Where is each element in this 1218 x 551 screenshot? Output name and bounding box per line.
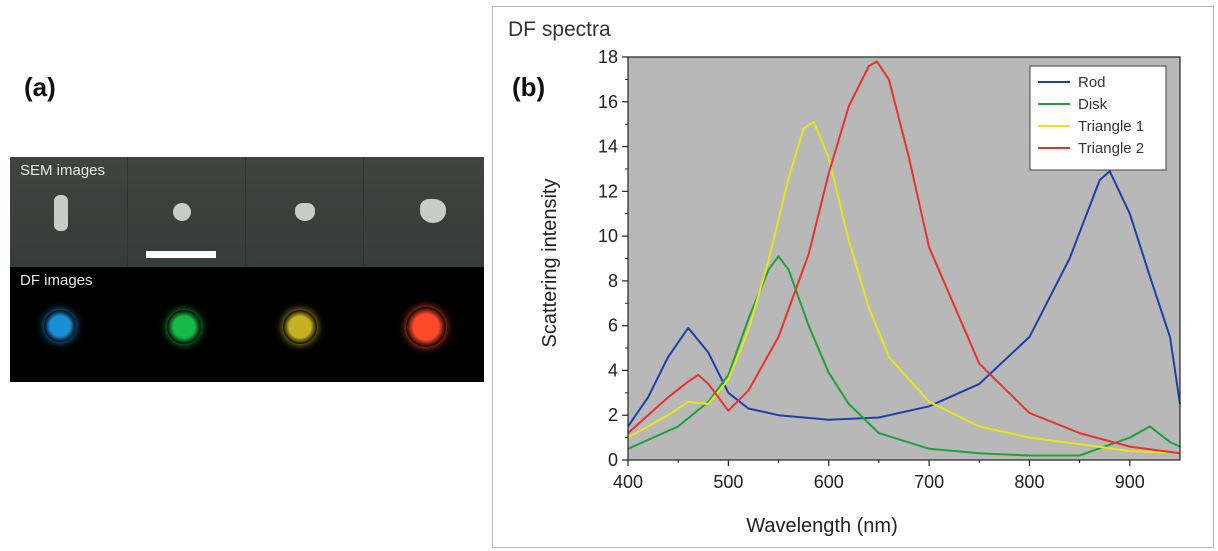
y-tick-label: 14 bbox=[598, 137, 618, 157]
series-line-triangle-1 bbox=[627, 120, 1181, 455]
df-spot-triangle-1 bbox=[283, 310, 317, 344]
df-spot-disk bbox=[167, 310, 201, 344]
series-line-triangle-2 bbox=[627, 60, 1181, 455]
sem-cell-rod bbox=[10, 157, 128, 267]
y-tick-label: 8 bbox=[608, 271, 618, 291]
y-tick-label: 4 bbox=[608, 360, 618, 380]
x-tick-label: 700 bbox=[914, 472, 944, 492]
image-strip: SEM images DF images bbox=[10, 157, 484, 382]
y-tick-label: 2 bbox=[608, 405, 618, 425]
sem-images-row: SEM images bbox=[10, 157, 484, 267]
y-tick-label: 18 bbox=[598, 47, 618, 67]
series-line-disk bbox=[627, 255, 1181, 457]
series-line-rod bbox=[627, 170, 1181, 427]
sem-particle-rod bbox=[54, 195, 68, 231]
x-tick-label: 900 bbox=[1115, 472, 1145, 492]
y-tick-label: 6 bbox=[608, 316, 618, 336]
x-tick-label: 500 bbox=[713, 472, 743, 492]
x-tick-label: 600 bbox=[814, 472, 844, 492]
legend-entry-label: Rod bbox=[1078, 74, 1106, 91]
panel-b-frame-title: DF spectra bbox=[508, 18, 611, 41]
df-images-row: DF images bbox=[10, 267, 484, 382]
y-axis-label: Scattering intensity bbox=[539, 179, 561, 348]
panel-b-frame bbox=[492, 6, 1214, 548]
x-axis-label: Wavelength (nm) bbox=[746, 515, 898, 537]
df-spot-rod bbox=[44, 310, 76, 342]
sem-images-label: SEM images bbox=[20, 162, 106, 179]
legend bbox=[1029, 65, 1167, 171]
legend-entry-label: Triangle 2 bbox=[1078, 140, 1144, 157]
panel-a-label: (a) bbox=[24, 72, 56, 102]
y-tick-label: 16 bbox=[598, 92, 618, 112]
legend-entry-label: Triangle 1 bbox=[1078, 118, 1144, 135]
sem-particle-disk bbox=[173, 203, 191, 221]
y-tick-label: 10 bbox=[598, 226, 618, 246]
y-tick-label: 12 bbox=[598, 181, 618, 201]
scale-bar bbox=[146, 251, 216, 258]
y-tick-label: 0 bbox=[608, 450, 618, 470]
sem-particle-triangle-2 bbox=[420, 199, 446, 223]
panel-b-label: (b) bbox=[512, 72, 546, 102]
x-tick-label: 800 bbox=[1014, 472, 1044, 492]
legend-entry-label: Disk bbox=[1078, 96, 1108, 113]
df-images-label: DF images bbox=[20, 272, 93, 289]
x-tick-label: 400 bbox=[613, 472, 643, 492]
sem-particle-triangle-1 bbox=[295, 203, 315, 221]
df-spot-triangle-2 bbox=[406, 307, 446, 347]
